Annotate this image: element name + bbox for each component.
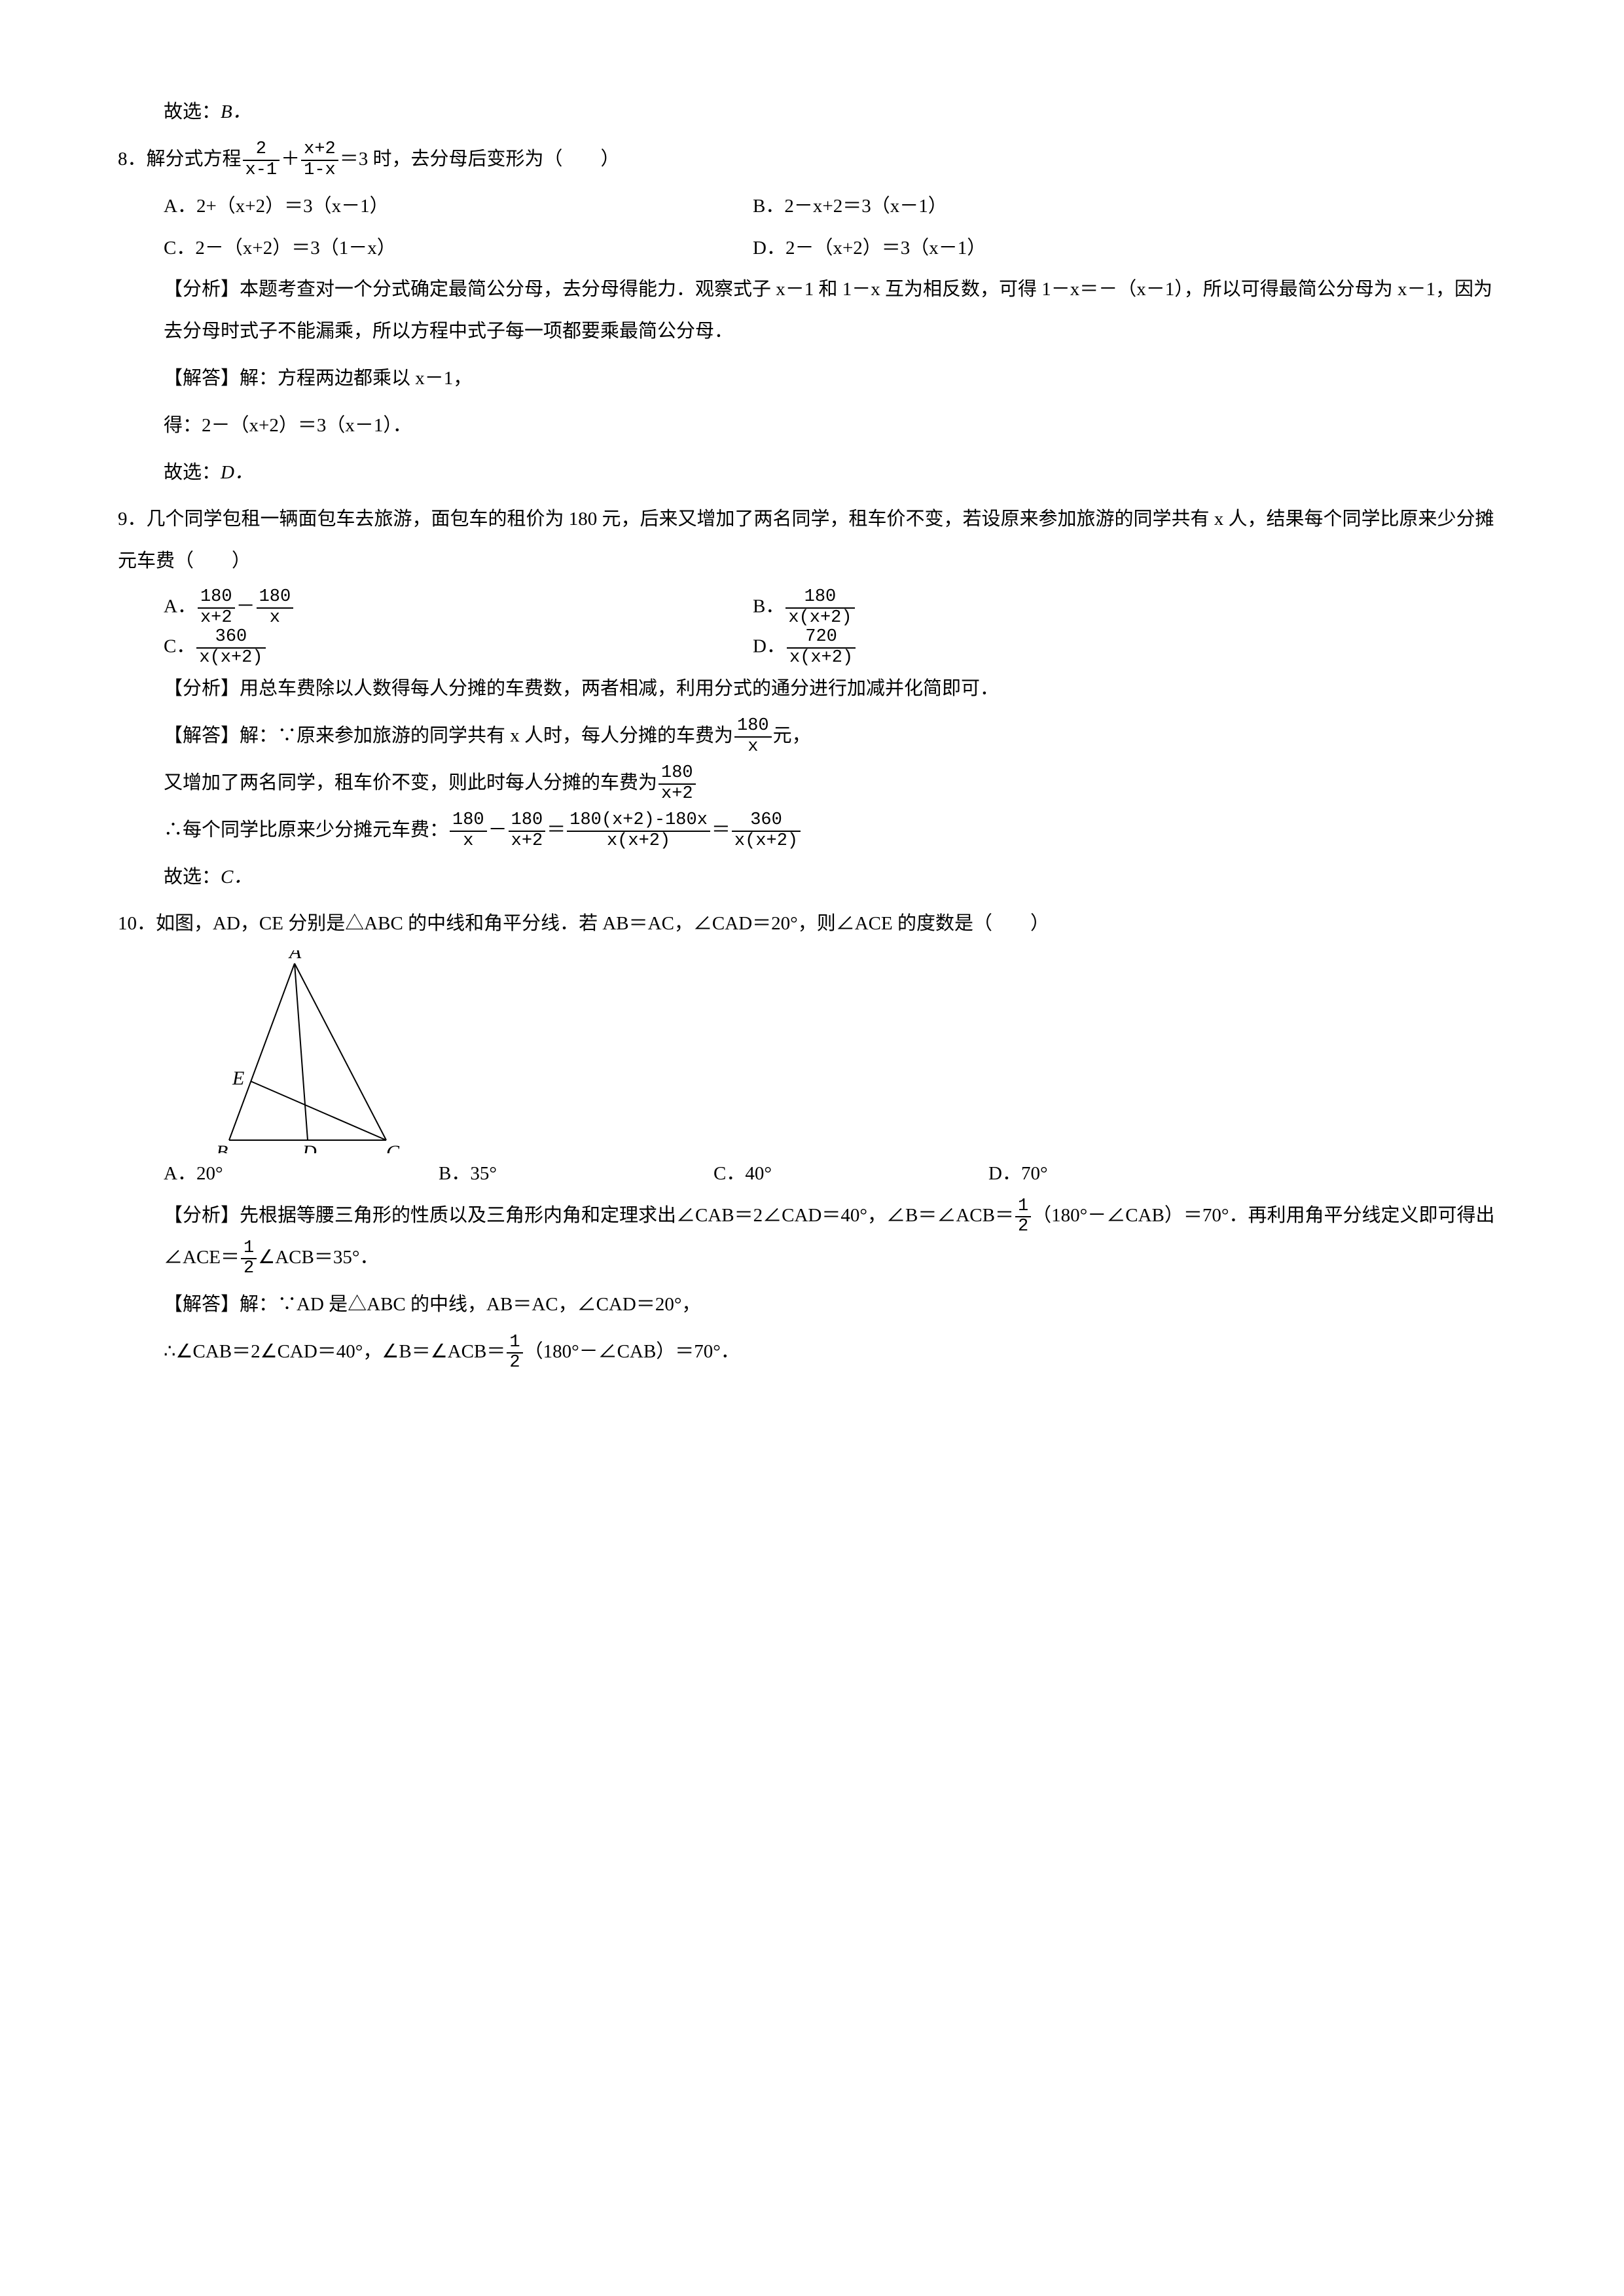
q10-s1: 【解答】解：∵AD 是△ABC 的中线，AB＝AC，∠CAD＝20°， [118,1284,1506,1326]
q8-stem-c: ＝3 时，去分母后变形为（ ） [340,149,620,170]
q8-optB: B．2－x+2＝3（x－1） [753,186,1506,228]
fraction: 12 [241,1239,257,1279]
q9-stem-text: 几个同学包租一辆面包车去旅游，面包车的租价为 180 元，后来又增加了两名同学，… [118,509,1494,571]
q9-conclusion-text: 故选： [164,867,221,888]
q8-conclusion-text: 故选： [164,462,221,483]
q10-optA: A．20° [164,1153,439,1195]
fraction: x+21-x [301,140,338,180]
fraction: 12 [507,1333,522,1373]
fraction: 180x [257,588,294,628]
q9-conclusion: 故选：C． [118,857,1506,899]
q8-answer: D． [221,462,253,483]
svg-text:B: B [216,1141,228,1153]
q8-solve1: 【解答】解：方程两边都乘以 x－1， [118,358,1506,400]
q9-options-row1: A．180x+2－180x B．180x(x+2) [118,588,1506,628]
q8-stem: 8．解分式方程2x-1＋x+21-x＝3 时，去分母后变形为（ ） [118,139,1506,181]
q10-stem: 10．如图，AD，CE 分别是△ABC 的中线和角平分线．若 AB＝AC，∠CA… [118,903,1506,945]
solve-label: 【解答】 [164,725,240,746]
analysis-label: 【分析】 [164,279,240,300]
analysis-label: 【分析】 [164,678,240,699]
q9-analysis-text: 用总车费除以人数得每人分摊的车费数，两者相减，利用分式的通分进行加减并化简即可． [240,678,999,699]
q10-s2: ∴∠CAB＝2∠CAD＝40°，∠B＝∠ACB＝12（180°－∠CAB）＝70… [118,1331,1506,1373]
analysis-label: 【分析】 [164,1205,240,1226]
q8-options-row1: A．2+（x+2）＝3（x－1） B．2－x+2＝3（x－1） [118,186,1506,228]
q9-answer: C． [221,867,252,888]
q8-optC: C．2－（x+2）＝3（1－x） [164,228,753,270]
fraction: 180x [450,811,487,851]
q9-optD: D．720x(x+2) [753,628,1506,668]
q8-conclusion: 故选：D． [118,452,1506,494]
triangle-diagram: A B C D E [209,950,419,1153]
fraction: 180x [734,717,772,757]
fraction: 180x+2 [659,764,696,804]
svg-text:D: D [302,1141,317,1153]
q10-num: 10． [118,913,156,934]
fraction: 180(x+2)-180xx(x+2) [567,811,710,851]
q9-analysis: 【分析】用总车费除以人数得每人分摊的车费数，两者相减，利用分式的通分进行加减并化… [118,668,1506,710]
q10-stem-text: 如图，AD，CE 分别是△ABC 的中线和角平分线．若 AB＝AC，∠CAD＝2… [156,913,1049,934]
fraction: 180x+2 [198,588,235,628]
q8-solve2: 得：2－（x+2）＝3（x－1）． [118,405,1506,447]
fraction: 180x+2 [509,811,546,851]
svg-text:E: E [232,1067,244,1089]
q7-answer: B． [221,101,251,122]
q10-optC: C．40° [713,1153,988,1195]
q8-options-row2: C．2－（x+2）＝3（1－x） D．2－（x+2）＝3（x－1） [118,228,1506,270]
fraction: 2x-1 [243,140,280,180]
q8-analysis: 【分析】本题考查对一个分式确定最简公分母，去分母得能力．观察式子 x－1 和 1… [118,269,1506,353]
q10-optB: B．35° [439,1153,713,1195]
q9-options-row2: C．360x(x+2) D．720x(x+2) [118,628,1506,668]
q7-conclusion-text: 故选： [164,101,221,122]
fraction: 720x(x+2) [787,628,856,668]
q10-optD: D．70° [988,1153,1263,1195]
fraction: 360x(x+2) [196,628,265,668]
q9-stem: 9．几个同学包租一辆面包车去旅游，面包车的租价为 180 元，后来又增加了两名同… [118,499,1506,583]
q8-solve1-text: 解：方程两边都乘以 x－1， [240,368,472,389]
fraction: 180x(x+2) [785,588,854,628]
q9-optA: A．180x+2－180x [164,588,753,628]
solve-label: 【解答】 [164,368,240,389]
q9-optC: C．360x(x+2) [164,628,753,668]
q9-s1: 【解答】解：∵原来参加旅游的同学共有 x 人时，每人分摊的车费为180x元， [118,715,1506,757]
q8-analysis-text: 本题考查对一个分式确定最简公分母，去分母得能力．观察式子 x－1 和 1－x 互… [164,279,1492,342]
svg-text:A: A [288,950,302,963]
q9-optB: B．180x(x+2) [753,588,1506,628]
q8-optA: A．2+（x+2）＝3（x－1） [164,186,753,228]
fraction: 12 [1015,1197,1031,1237]
svg-text:C: C [386,1141,400,1153]
q8-optD: D．2－（x+2）＝3（x－1） [753,228,1506,270]
q7-conclusion: 故选：B． [118,92,1506,134]
q9-s3: ∴每个同学比原来少分摊元车费：180x－180x+2＝180(x+2)-180x… [118,810,1506,852]
q8-num: 8． [118,149,147,170]
q8-stem-a: 解分式方程 [147,149,242,170]
q8-stem-b: ＋ [281,149,300,170]
q10-analysis: 【分析】先根据等腰三角形的性质以及三角形内角和定理求出∠CAB＝2∠CAD＝40… [118,1195,1506,1279]
q10-options: A．20° B．35° C．40° D．70° [118,1153,1506,1195]
q9-s2: 又增加了两名同学，租车价不变，则此时每人分摊的车费为180x+2 [118,762,1506,804]
solve-label: 【解答】 [164,1294,240,1315]
q9-num: 9． [118,509,147,529]
fraction: 360x(x+2) [732,811,801,851]
q10-figure: A B C D E [118,950,1506,1153]
